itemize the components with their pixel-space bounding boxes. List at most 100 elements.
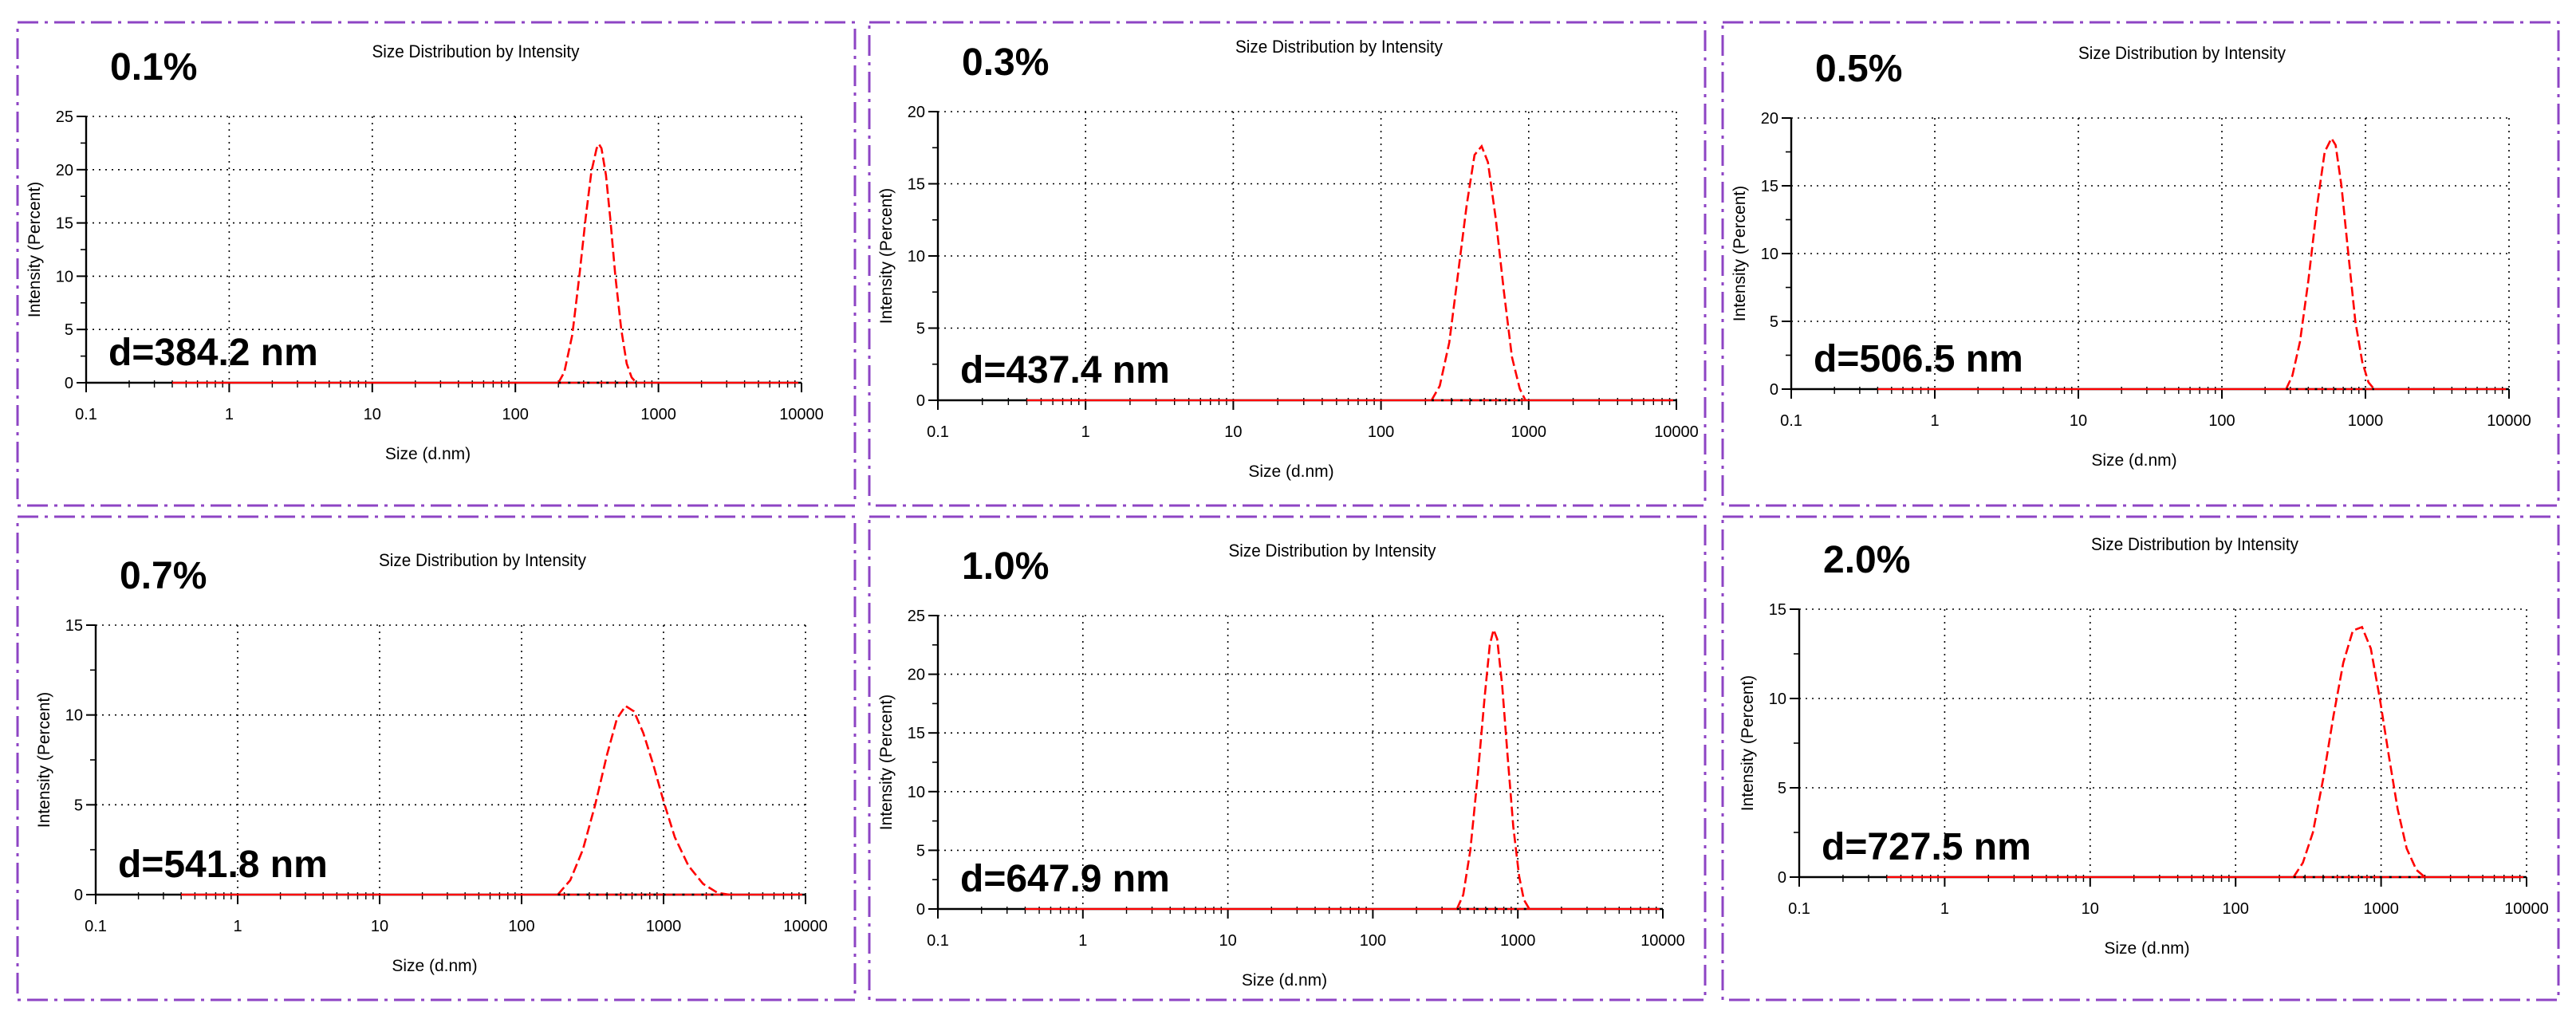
diameter-label: d=437.4 nm (960, 349, 1170, 392)
x-tick-label: 10000 (1641, 932, 1685, 950)
x-tick-label: 100 (2208, 412, 2235, 430)
y-tick-label: 20 (908, 667, 925, 684)
panel-frame (16, 515, 857, 1001)
diameter-label: d=384.2 nm (108, 332, 318, 374)
chart-title: Size Distribution by Intensity (379, 550, 586, 570)
y-tick-label: 10 (908, 248, 925, 266)
chart-panel-2: 0 5 10 15 20 0.1 1 10 100 1000 10000 Size Distribut… (868, 21, 1707, 507)
chart-title: Size Distribution by Intensity (2091, 534, 2298, 554)
x-tick-label: 100 (1360, 932, 1386, 950)
panel-frame (1721, 515, 2560, 1001)
x-tick-label: 10 (2082, 900, 2099, 918)
panel-frame (868, 21, 1707, 507)
panel-frame (868, 515, 1707, 1001)
y-tick-label: 0 (74, 887, 83, 904)
x-tick-label: 1000 (646, 918, 682, 935)
chart-title: Size Distribution by Intensity (1235, 37, 1443, 57)
x-tick-label: 10000 (2487, 412, 2531, 430)
y-tick-label: 5 (916, 321, 925, 338)
x-tick-label: 1 (1940, 900, 1949, 918)
x-tick-label: 1000 (2348, 412, 2384, 430)
x-tick-label: 0.1 (1780, 412, 1802, 430)
y-tick-label: 15 (1761, 178, 1778, 195)
diameter-label: d=541.8 nm (118, 844, 328, 886)
concentration-label: 0.5% (1815, 48, 1902, 90)
distribution-curve (2292, 625, 2426, 878)
y-tick-label: 15 (908, 725, 925, 742)
x-tick-label: 10 (1219, 932, 1236, 950)
x-tick-label: 10000 (1654, 423, 1699, 441)
y-tick-label: 15 (56, 215, 73, 233)
concentration-label: 1.0% (962, 545, 1049, 588)
y-tick-label: 10 (1761, 246, 1778, 263)
distribution-curve (1455, 626, 1530, 910)
chart-panel-4: 0 5 10 15 0.1 1 10 100 1000 10000 Size Distributio… (16, 515, 857, 1001)
chart-panel-5: 0 5 10 15 20 25 0.1 1 10 100 1000 10000 Size Distrib… (868, 515, 1707, 1001)
x-tick-label: 10000 (2504, 900, 2549, 918)
y-tick-label: 5 (916, 842, 925, 860)
y-tick-label: 5 (1770, 313, 1778, 331)
panel-frame (16, 21, 857, 507)
diameter-label: d=727.5 nm (1822, 826, 2031, 868)
x-axis-label: Size (d.nm) (385, 445, 471, 463)
distribution-curve (2285, 136, 2375, 390)
y-tick-label: 0 (1778, 869, 1786, 887)
chart-title: Size Distribution by Intensity (372, 41, 580, 61)
x-axis-label: Size (d.nm) (392, 957, 477, 975)
x-tick-label: 1 (233, 918, 242, 935)
y-tick-label: 20 (1761, 110, 1778, 128)
x-tick-label: 10 (364, 406, 381, 423)
chart-panel-6: 0 5 10 15 0.1 1 10 100 1000 10000 Size Distributio… (1721, 515, 2560, 1001)
y-axis-label: Intensity (Percent) (1739, 675, 1757, 811)
x-axis-label: Size (d.nm) (2104, 939, 2189, 958)
x-tick-label: 10 (371, 918, 388, 935)
distribution-curve (1430, 144, 1526, 401)
x-tick-label: 1 (225, 406, 234, 423)
y-axis-label: Intensity (Percent) (877, 188, 896, 324)
distribution-curve (557, 142, 637, 384)
x-tick-label: 10000 (779, 406, 824, 423)
x-tick-label: 1 (1081, 423, 1090, 441)
x-tick-label: 0.1 (927, 423, 949, 441)
y-tick-label: 20 (56, 162, 73, 179)
y-axis-label: Intensity (Percent) (26, 182, 44, 317)
y-tick-label: 5 (65, 321, 73, 339)
y-tick-label: 25 (56, 108, 73, 126)
concentration-label: 2.0% (1823, 539, 1910, 581)
x-axis-label: Size (d.nm) (1242, 971, 1327, 990)
x-tick-label: 0.1 (75, 406, 97, 423)
y-tick-label: 0 (65, 375, 73, 392)
x-axis-label: Size (d.nm) (1248, 462, 1333, 481)
y-tick-label: 20 (908, 104, 925, 121)
x-tick-label: 10000 (783, 918, 828, 935)
chart-title: Size Distribution by Intensity (1229, 541, 1436, 561)
chart-panel-3: 0 5 10 15 20 0.1 1 10 100 1000 10000 Size Distribut… (1721, 21, 2560, 507)
x-tick-label: 1000 (2363, 900, 2399, 918)
x-tick-label: 100 (2223, 900, 2249, 918)
x-tick-label: 100 (502, 406, 529, 423)
y-tick-label: 0 (916, 392, 925, 410)
y-axis-label: Intensity (Percent) (1731, 186, 1749, 321)
distribution-curve (557, 704, 730, 896)
chart-title: Size Distribution by Intensity (2078, 43, 2286, 63)
y-tick-label: 25 (908, 608, 925, 625)
y-tick-label: 0 (916, 901, 925, 919)
y-tick-label: 10 (56, 268, 73, 285)
y-axis-label: Intensity (Percent) (35, 692, 53, 828)
x-tick-label: 1000 (1500, 932, 1536, 950)
panel-frame (1721, 21, 2560, 507)
x-tick-label: 100 (1368, 423, 1394, 441)
concentration-label: 0.7% (120, 555, 207, 597)
y-tick-label: 10 (1769, 691, 1786, 708)
x-tick-label: 1000 (1511, 423, 1547, 441)
y-tick-label: 10 (65, 707, 83, 725)
y-tick-label: 0 (1770, 381, 1778, 399)
x-tick-label: 0.1 (927, 932, 949, 950)
concentration-label: 0.3% (962, 41, 1049, 84)
x-tick-label: 1 (1930, 412, 1939, 430)
x-tick-label: 1000 (640, 406, 676, 423)
x-tick-label: 0.1 (85, 918, 107, 935)
y-axis-label: Intensity (Percent) (877, 695, 896, 830)
concentration-label: 0.1% (110, 46, 197, 89)
